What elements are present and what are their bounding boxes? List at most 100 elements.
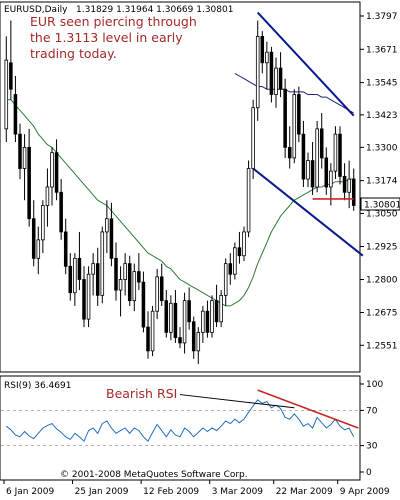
candle-body-bullish — [118, 279, 123, 291]
candle-body-bullish — [155, 276, 159, 312]
candle-body-bullish — [347, 178, 351, 193]
candle-body-bullish — [246, 168, 251, 233]
candle — [210, 295, 214, 338]
rsi-trend-line-black — [179, 394, 295, 409]
candle-body-bearish — [82, 279, 86, 320]
candle-body-bearish — [13, 94, 18, 135]
candle — [36, 226, 41, 275]
candle-body-bearish — [324, 157, 329, 188]
rsi-title: RSI(9) 36.4691 — [4, 381, 71, 391]
candle — [31, 200, 36, 267]
annotation-line: trading today. — [30, 46, 117, 61]
candle — [50, 147, 54, 206]
candle-body-bearish — [237, 247, 242, 257]
candle-body-bearish — [109, 218, 114, 259]
candle-body-bearish — [351, 178, 356, 206]
time-tick-label: 3 Mar 2009 — [212, 487, 264, 497]
candle — [324, 147, 329, 195]
rsi-tick-label: 70 — [366, 406, 378, 416]
candle — [251, 99, 255, 180]
candle — [242, 226, 246, 261]
candle — [109, 202, 114, 267]
price-tick-label: 1.3797 — [366, 12, 398, 22]
candle — [182, 292, 187, 354]
candle — [4, 36, 9, 143]
candle-body-bullish — [306, 160, 310, 180]
candle-body-bullish — [105, 218, 109, 233]
candle — [347, 160, 351, 209]
rsi-panel-frame — [0, 375, 361, 481]
price-annotation: EUR seen piercing through the 1.3113 leve… — [30, 14, 197, 61]
candle-body-bullish — [333, 133, 338, 172]
candle-body-bearish — [178, 337, 182, 344]
candle-body-bullish — [315, 128, 319, 188]
candle-body-bearish — [164, 300, 169, 333]
rsi-line — [5, 399, 355, 443]
channel-upper-line — [256, 11, 355, 117]
candle-body-bullish — [201, 310, 205, 333]
price-panel: 1.3797 1.3671 1.3545 1.3423 1.3300 1.3174 1.30… — [0, 1, 400, 373]
annotation-line: the 1.3113 level in early — [30, 30, 183, 45]
candle-body-bullish — [255, 35, 260, 109]
candle — [274, 57, 278, 108]
time-tick-label: 6 Jan 2009 — [6, 487, 54, 497]
candle-body-bearish — [287, 146, 292, 159]
candle-body-bullish — [123, 263, 127, 280]
candle — [137, 253, 141, 291]
candle — [219, 290, 223, 328]
candle-body-bearish — [283, 88, 287, 148]
candle-body-bullish — [50, 152, 54, 188]
candle — [223, 258, 228, 306]
time-tick-label: 9 Apr 2009 — [340, 487, 390, 497]
candle-body-bullish — [242, 231, 246, 257]
candle-body-bearish — [127, 263, 132, 302]
candle-body-bearish — [191, 321, 196, 352]
candle — [82, 266, 86, 328]
candle — [86, 266, 91, 328]
time-tick-label: 22 Mar 2009 — [276, 487, 333, 497]
candle — [22, 134, 27, 201]
candle-body-bearish — [114, 257, 118, 291]
candle — [164, 290, 169, 338]
candle-body-bullish — [73, 257, 77, 294]
candle — [233, 242, 237, 280]
candle — [132, 263, 137, 312]
trend-overlays — [252, 11, 364, 257]
candle-body-bullish — [210, 300, 214, 333]
price-tick-label: 1.3545 — [366, 79, 398, 89]
candle — [246, 160, 251, 238]
rsi-panel: 100 70 30 0 RSI(9) 36.4691 Bearish RSI © 20… — [0, 375, 383, 481]
candle — [173, 290, 178, 343]
candle-body-bearish — [260, 35, 265, 64]
rsi-tick-label: 30 — [366, 442, 378, 452]
candle-body-bullish — [329, 170, 333, 188]
candle — [315, 120, 319, 193]
candle-body-bullish — [223, 263, 228, 296]
candle — [333, 126, 338, 180]
candle — [319, 113, 324, 169]
price-axis: 1.3797 1.3671 1.3545 1.3423 1.3300 1.3174 1.30… — [360, 12, 398, 351]
candle — [283, 78, 287, 158]
rsi-axis: 100 70 30 0 — [360, 380, 383, 478]
candle-body-bullish — [86, 273, 91, 320]
price-panel-frame — [0, 1, 361, 373]
candle-body-bullish — [265, 51, 269, 64]
candle — [338, 126, 342, 185]
candle-body-bearish — [146, 326, 150, 352]
candle — [201, 305, 205, 343]
current-price-box — [360, 197, 400, 211]
candle — [301, 120, 306, 187]
candle-body-bullish — [292, 94, 297, 159]
annotation-line: EUR seen piercing through — [30, 14, 197, 29]
candle — [9, 20, 13, 100]
candle — [237, 231, 242, 264]
candle — [114, 242, 118, 301]
candle-body-bullish — [251, 107, 255, 169]
candle — [150, 305, 155, 357]
price-tick-label: 1.3300 — [366, 143, 398, 153]
candle-body-bearish — [95, 263, 100, 296]
candlesticks — [4, 20, 356, 365]
time-axis: 6 Jan 2009 25 Jan 2009 12 Feb 2009 3 Mar 20… — [3, 480, 390, 497]
candle — [178, 327, 182, 349]
